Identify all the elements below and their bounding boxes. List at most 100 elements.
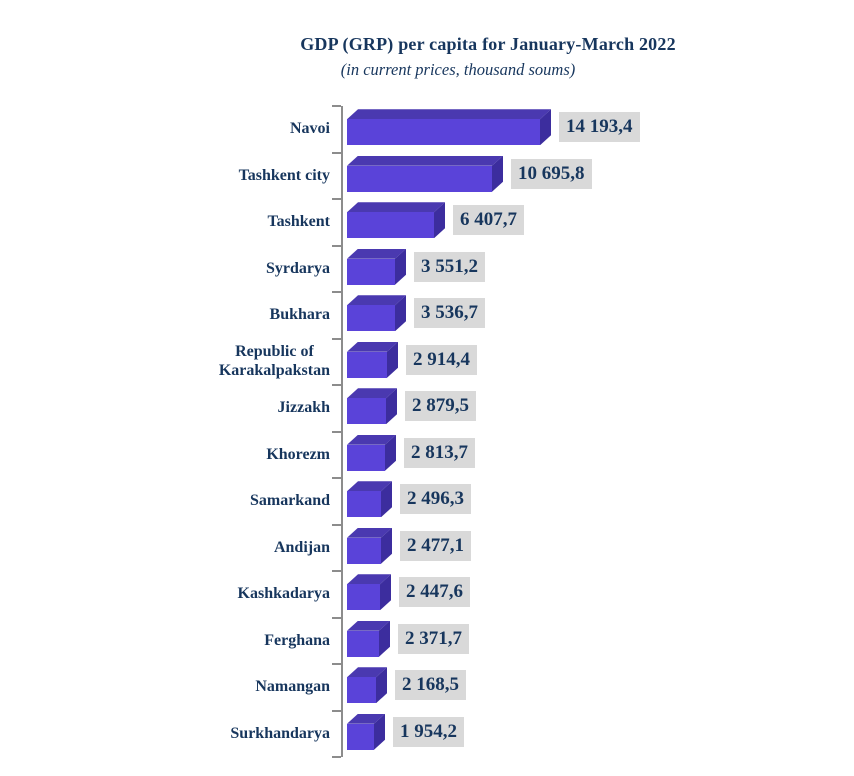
category-label: Bukhara	[0, 292, 330, 339]
category-label: Jizzakh	[0, 385, 330, 432]
bar-front-face	[347, 677, 376, 704]
bar-front-face	[347, 212, 434, 239]
bar-top-face	[347, 574, 391, 584]
category-label: Kashkadarya	[0, 571, 330, 618]
bar-side-face	[379, 620, 390, 657]
bar-side-face	[374, 713, 385, 750]
category-label-text: Khorezm	[266, 445, 330, 463]
category-label-text: Republic of Karakalpakstan	[218, 343, 330, 379]
value-label: 2 496,3	[400, 484, 471, 515]
category-label: Republic of Karakalpakstan	[0, 339, 330, 386]
bar-top-face	[347, 621, 390, 631]
bar-side-face	[387, 341, 398, 378]
category-label-text: Tashkent city	[238, 166, 330, 184]
bar-top-face	[347, 481, 392, 491]
value-label: 3 536,7	[414, 298, 485, 329]
axis-tick	[332, 477, 341, 479]
bar-side-face	[386, 388, 397, 425]
value-label: 2 477,1	[400, 530, 471, 561]
axis-tick	[332, 244, 341, 247]
value-label: 2 447,6	[399, 577, 470, 608]
bar-row: Republic of Karakalpakstan 2 914,4	[0, 339, 854, 386]
bar-side-face	[376, 667, 387, 704]
category-label-text: Tashkent	[267, 213, 330, 231]
bar-front-face	[347, 305, 395, 332]
category-label-text: Syrdarya	[266, 259, 330, 277]
category-label: Tashkent	[0, 199, 330, 246]
bar-row: Surkhandarya 1 954,2	[0, 711, 854, 758]
bar-row: Ferghana 2 371,7	[0, 618, 854, 665]
axis-tick	[332, 105, 341, 107]
category-axis-line	[341, 106, 343, 757]
axis-tick	[332, 430, 341, 433]
category-label: Surkhandarya	[0, 711, 330, 758]
bar-side-face	[380, 574, 391, 611]
bar-top-face	[347, 667, 387, 677]
bar-front-face	[347, 258, 395, 285]
value-label: 10 695,8	[511, 158, 592, 189]
bar-front-face	[347, 630, 379, 657]
category-label-text: Ferghana	[264, 631, 330, 649]
bar-front-face	[347, 398, 386, 425]
bar-side-face	[434, 202, 445, 239]
bar-row: Tashkent 6 407,7	[0, 199, 854, 246]
bar-front-face	[347, 723, 374, 750]
bar-front-face	[347, 584, 380, 611]
axis-tick	[332, 570, 341, 572]
bar-top-face	[347, 249, 406, 259]
category-label-text: Kashkadarya	[237, 585, 330, 603]
bar-row: Samarkand 2 496,3	[0, 478, 854, 525]
category-label: Khorezm	[0, 432, 330, 479]
bar-top-face	[347, 202, 445, 212]
bar-side-face	[385, 434, 396, 471]
bar-top-face	[347, 156, 503, 166]
bar-row: Andijan 2 477,1	[0, 525, 854, 572]
axis-tick	[332, 663, 341, 665]
value-label: 14 193,4	[559, 112, 640, 143]
bar-row: Navoi 14 193,4	[0, 106, 854, 153]
value-label: 6 407,7	[453, 205, 524, 236]
chart-subtitle: (in current prices, thousand soums)	[340, 60, 576, 79]
bar-row: Khorezm 2 813,7	[0, 432, 854, 479]
bar-top-face	[347, 109, 551, 119]
bar-row: Namangan 2 168,5	[0, 664, 854, 711]
category-label: Ferghana	[0, 618, 330, 665]
bar-front-face	[347, 165, 492, 192]
value-label: 2 371,7	[398, 623, 469, 654]
category-label-text: Andijan	[273, 538, 330, 556]
bar-row: Syrdarya 3 551,2	[0, 246, 854, 293]
bar-row: Kashkadarya 2 447,6	[0, 571, 854, 618]
bar-row: Tashkent city 10 695,8	[0, 153, 854, 200]
category-label: Syrdarya	[0, 246, 330, 293]
bar-front-face	[347, 444, 385, 471]
bar-side-face	[540, 109, 551, 146]
axis-tick	[332, 291, 341, 293]
value-label: 2 813,7	[404, 437, 475, 468]
category-label-text: Bukhara	[269, 306, 330, 324]
axis-tick	[332, 756, 341, 758]
bar-top-face	[347, 342, 398, 352]
bar-front-face	[347, 537, 381, 564]
category-label: Navoi	[0, 106, 330, 153]
category-label-text: Navoi	[290, 120, 330, 138]
value-label: 1 954,2	[393, 716, 464, 747]
bar-front-face	[347, 491, 381, 518]
axis-tick	[332, 151, 341, 154]
category-label: Tashkent city	[0, 153, 330, 200]
bar-front-face	[347, 351, 387, 378]
bar-top-face	[347, 528, 392, 538]
bar-row: Bukhara 3 536,7	[0, 292, 854, 339]
axis-tick	[332, 384, 341, 386]
category-label-text: Jizzakh	[277, 399, 330, 417]
bar-side-face	[381, 481, 392, 518]
category-label-text: Namangan	[255, 678, 330, 696]
axis-tick	[332, 198, 341, 200]
bar-side-face	[381, 527, 392, 564]
category-label-text: Surkhandarya	[230, 724, 330, 742]
category-label: Namangan	[0, 664, 330, 711]
category-label-text: Samarkand	[249, 492, 330, 510]
axis-tick	[332, 616, 341, 619]
value-label: 2 168,5	[395, 670, 466, 701]
bar-row: Jizzakh 2 879,5	[0, 385, 854, 432]
